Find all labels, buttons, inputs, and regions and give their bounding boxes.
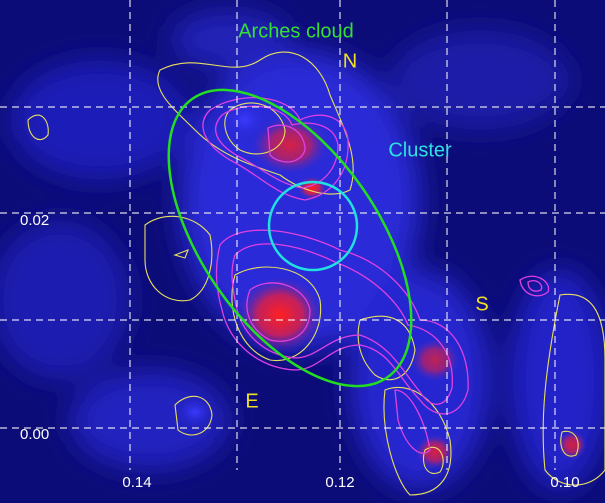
cloud-ellipse [167,88,413,388]
x-tick-label: 0.12 [325,474,354,491]
y-tick-label: 0.02 [20,212,49,229]
north-label: N [343,50,357,72]
y-tick-label: 0.00 [20,426,49,443]
cluster-label: Cluster [388,139,452,161]
magenta-contours [202,97,550,454]
cluster-circle [267,180,359,272]
south-label: S [475,293,488,315]
grid [0,0,605,470]
east-label: E [245,390,258,412]
yellow-contours [27,51,605,496]
x-tick-label: 0.14 [122,474,151,491]
x-tick-label: 0.10 [550,474,579,491]
cloud-label: Arches cloud [238,20,354,42]
